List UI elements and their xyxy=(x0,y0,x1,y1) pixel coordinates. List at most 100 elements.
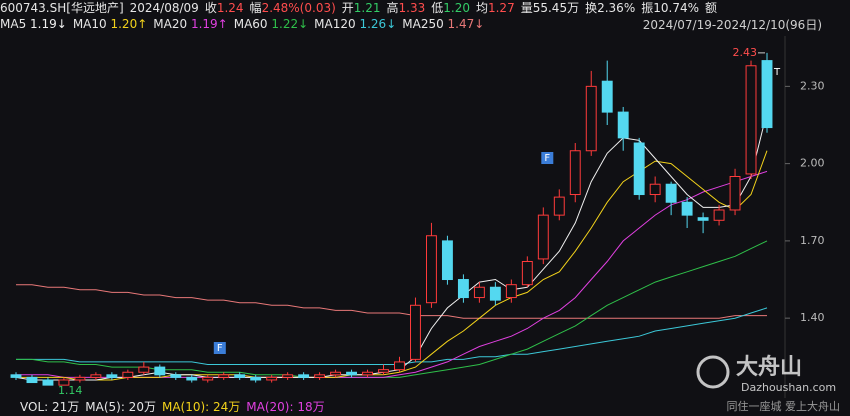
candle-body xyxy=(202,376,214,381)
header-value: 1.21 xyxy=(353,1,381,15)
date-range: 2024/07/19-2024/12/10(96日) xyxy=(642,18,822,32)
candle-body xyxy=(234,374,246,378)
watermark-logo xyxy=(696,355,730,389)
y-tick-label: 1.70 xyxy=(800,234,825,247)
watermark: 大舟山 Dazhoushan.com xyxy=(696,354,836,394)
header-label: 额 xyxy=(705,1,718,15)
header-value: 10.74% xyxy=(653,1,699,15)
candle-body xyxy=(298,374,310,378)
header-item: 开1.21 xyxy=(342,0,381,16)
candle-body xyxy=(90,374,102,378)
candle-body xyxy=(378,369,389,373)
watermark-site: Dazhoushan.com xyxy=(741,381,836,394)
header-item: 2024/08/09 xyxy=(130,0,199,16)
ma-legend: MA5 1.19↓ MA10 1.20↑ MA20 1.19↑ MA60 1.22↓ M… xyxy=(0,16,640,32)
candle-body xyxy=(410,304,421,360)
event-marker: F xyxy=(544,153,550,164)
candle-body xyxy=(425,235,437,304)
marker-box xyxy=(541,152,554,164)
legend-value: 1.47↓ xyxy=(447,17,485,31)
legend-name: MA120 xyxy=(314,17,356,31)
candle-body xyxy=(330,371,342,376)
candle-body xyxy=(697,217,709,221)
candle-body xyxy=(505,284,517,299)
candle-body xyxy=(569,150,581,196)
header-value: 1.33 xyxy=(398,1,426,15)
legend-item: MA250 1.47↓ xyxy=(402,16,484,32)
legend-value: 1.20↑ xyxy=(110,17,148,31)
candle-body xyxy=(394,361,405,371)
candle-body xyxy=(154,366,166,376)
ma-line xyxy=(16,240,768,378)
candle-body xyxy=(314,374,326,378)
header-label: 均 xyxy=(475,1,488,15)
header-value: 55.45万 xyxy=(532,1,580,15)
candle-body xyxy=(617,111,629,139)
volume-item: MA(10): 24万 xyxy=(161,400,241,414)
header-label: 振 xyxy=(641,1,654,15)
header: 600743.SH[华远地产] 2024/08/09 收1.24 幅2.48%(0.0… xyxy=(0,0,850,16)
header-value: 1.24 xyxy=(216,1,244,15)
candle-body xyxy=(122,371,134,378)
ma-line xyxy=(16,307,768,365)
legend-value: 1.19↑ xyxy=(190,17,228,31)
header-value: 1.27 xyxy=(487,1,515,15)
candle-body xyxy=(761,60,773,129)
candle-body xyxy=(58,379,70,386)
candle-body xyxy=(521,260,533,286)
candle-body xyxy=(633,142,645,196)
ma-line xyxy=(15,111,768,381)
header-label: 高 xyxy=(386,1,399,15)
candle-body xyxy=(537,214,549,260)
candle-body xyxy=(441,240,453,281)
candle-body xyxy=(218,374,230,378)
header-item: 低1.20 xyxy=(431,0,470,16)
header-value: 2.36% xyxy=(597,1,636,15)
header-label: 低 xyxy=(431,1,444,15)
legend-item: MA5 1.19↓ xyxy=(0,16,67,32)
volume-item: VOL: 21万 xyxy=(20,400,80,414)
legend-item: MA60 1.22↓ xyxy=(234,16,308,32)
header-value: 2.48%(0.03) xyxy=(261,1,336,15)
ma-line xyxy=(16,284,767,319)
header-item: 额 xyxy=(705,0,717,16)
event-marker: T xyxy=(773,67,781,78)
header-item: 换2.36% xyxy=(585,0,635,16)
event-marker: F xyxy=(217,343,223,354)
candle-body xyxy=(713,209,725,221)
candle-body xyxy=(282,374,294,378)
legend-item: MA10 1.20↑ xyxy=(73,16,147,32)
header-label: 收 xyxy=(204,1,217,15)
max-label: 2.43 xyxy=(733,46,758,59)
volume-item: MA(20): 18万 xyxy=(246,400,325,414)
candle-body xyxy=(681,201,693,216)
y-tick-label: 1.40 xyxy=(800,311,825,324)
candle-body xyxy=(729,176,741,211)
header-label: 换 xyxy=(585,1,598,15)
candle-body xyxy=(473,286,485,299)
candle-body xyxy=(601,80,613,113)
legend-name: MA5 xyxy=(0,17,27,31)
candle-body xyxy=(745,65,757,175)
legend-name: MA20 xyxy=(153,17,188,31)
header-item: 高1.33 xyxy=(387,0,426,16)
candle-body xyxy=(250,376,262,381)
legend-value: 1.19↓ xyxy=(30,17,67,31)
candle-body xyxy=(489,286,501,301)
header-label: 600743.SH[华远地产] xyxy=(0,1,124,15)
legend-item: MA120 1.26↓ xyxy=(314,16,396,32)
min-label: 1.14 xyxy=(58,384,83,397)
candle-body xyxy=(553,196,565,216)
ma-line xyxy=(16,170,768,378)
header-label: 幅 xyxy=(249,1,262,15)
header-value: 1.20 xyxy=(443,1,470,15)
candle-body xyxy=(170,374,182,378)
candle-body xyxy=(266,376,278,381)
header-item: 量55.45万 xyxy=(521,0,579,16)
y-tick-label: 2.30 xyxy=(800,79,825,92)
candle-body xyxy=(106,374,118,378)
candle-body xyxy=(186,376,198,381)
candle-body xyxy=(26,376,38,384)
candle-body xyxy=(649,183,661,196)
